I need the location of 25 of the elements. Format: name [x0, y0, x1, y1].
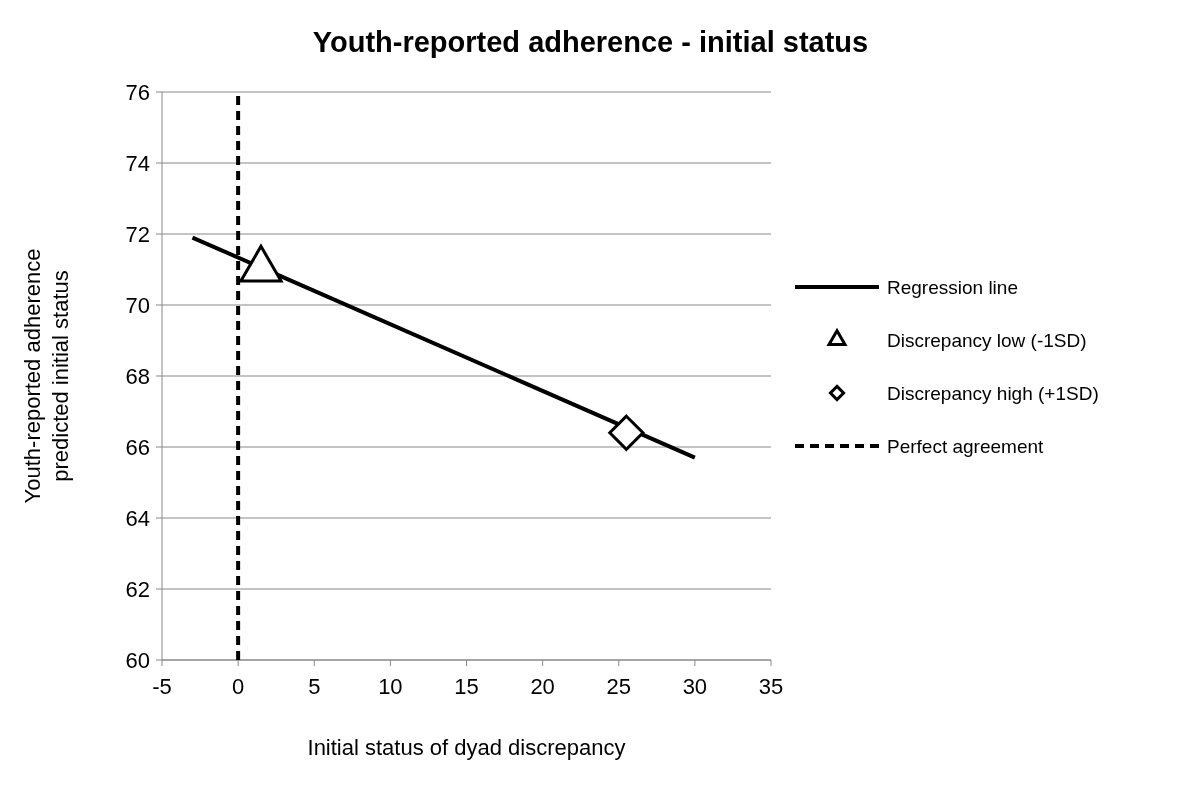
- legend-label: Regression line: [887, 276, 1018, 298]
- x-tick-label: 30: [682, 674, 708, 699]
- x-tick-label: 5: [308, 674, 321, 699]
- y-tick-label: 70: [125, 292, 150, 318]
- x-tick-label: 0: [232, 674, 245, 699]
- y-tick-label: 64: [125, 505, 150, 531]
- x-tick-label: 35: [758, 674, 784, 699]
- x-tick-label: 15: [454, 674, 479, 699]
- legend-label: Discrepancy high (+1SD): [887, 382, 1099, 404]
- y-axis-title: Youth-reported adherence predicted initial status: [20, 248, 73, 504]
- legend-label: Perfect agreement: [887, 435, 1045, 457]
- y-tick-label: 74: [125, 150, 150, 176]
- x-tick-label: 20: [530, 674, 555, 699]
- x-tick-label: 10: [378, 674, 403, 699]
- x-tick-label: -5: [152, 674, 172, 699]
- y-tick-label: 76: [125, 79, 150, 105]
- chart-title: Youth-reported adherence - initial status: [312, 26, 869, 58]
- y-tick-label: 66: [125, 434, 150, 460]
- y-tick-label: 68: [125, 363, 150, 389]
- y-tick-label: 60: [125, 647, 150, 673]
- y-tick-label: 72: [125, 221, 150, 247]
- y-tick-label: 62: [125, 576, 150, 602]
- x-axis-title: Initial status of dyad discrepancy: [307, 735, 626, 760]
- legend-label: Discrepancy low (-1SD): [887, 329, 1087, 351]
- x-tick-label: 25: [606, 674, 631, 699]
